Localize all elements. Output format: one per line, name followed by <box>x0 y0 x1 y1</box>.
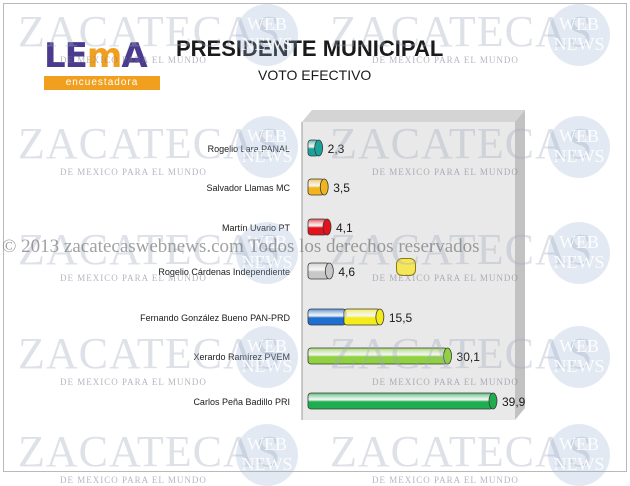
logo-wordmark: LEmA <box>44 36 148 76</box>
plot-top-edge <box>302 110 525 122</box>
category-label: Rogelio Cárdenas Independiente <box>158 267 290 277</box>
data-label: 4,6 <box>338 265 355 279</box>
plot-side-wall <box>515 110 525 420</box>
bar <box>307 392 498 410</box>
bar <box>307 139 324 157</box>
watermark-tagline: DE MEXICO PARA EL MUNDO <box>60 475 207 485</box>
category-label: Carlos Peña Badillo PRI <box>193 397 290 407</box>
lema-logo: LEmA encuestadora <box>44 38 160 90</box>
data-label: 39,9 <box>502 395 526 409</box>
bar <box>307 178 329 196</box>
bar <box>307 308 385 326</box>
bar <box>307 262 334 280</box>
category-label: Martín Uvario PT <box>222 223 291 233</box>
data-label: 3,5 <box>333 181 350 195</box>
category-label: Rogelio Lara PANAL <box>208 144 290 154</box>
bar <box>307 218 332 236</box>
watermark-tagline: DE MEXICO PARA EL MUNDO <box>372 475 519 485</box>
category-label: Xerardo Ramírez PVEM <box>193 352 290 362</box>
category-label: Salvador Llamas MC <box>206 183 290 193</box>
data-label: 4,1 <box>336 221 353 235</box>
data-label: 2,3 <box>328 142 345 156</box>
chart-subtitle: VOTO EFECTIVO <box>258 67 372 83</box>
category-label: Fernando González Bueno PAN-PRD <box>140 313 290 323</box>
comment-icon[interactable] <box>396 258 416 276</box>
copyright-watermark: © 2013 zacatecaswebnews.com Todos los de… <box>2 236 480 257</box>
chart-title: PRESIDENTE MUNICIPAL <box>176 36 444 61</box>
bar <box>307 347 452 365</box>
data-label: 15,5 <box>389 311 413 325</box>
data-label: 30,1 <box>457 350 481 364</box>
logo-tagline: encuestadora <box>44 76 160 90</box>
